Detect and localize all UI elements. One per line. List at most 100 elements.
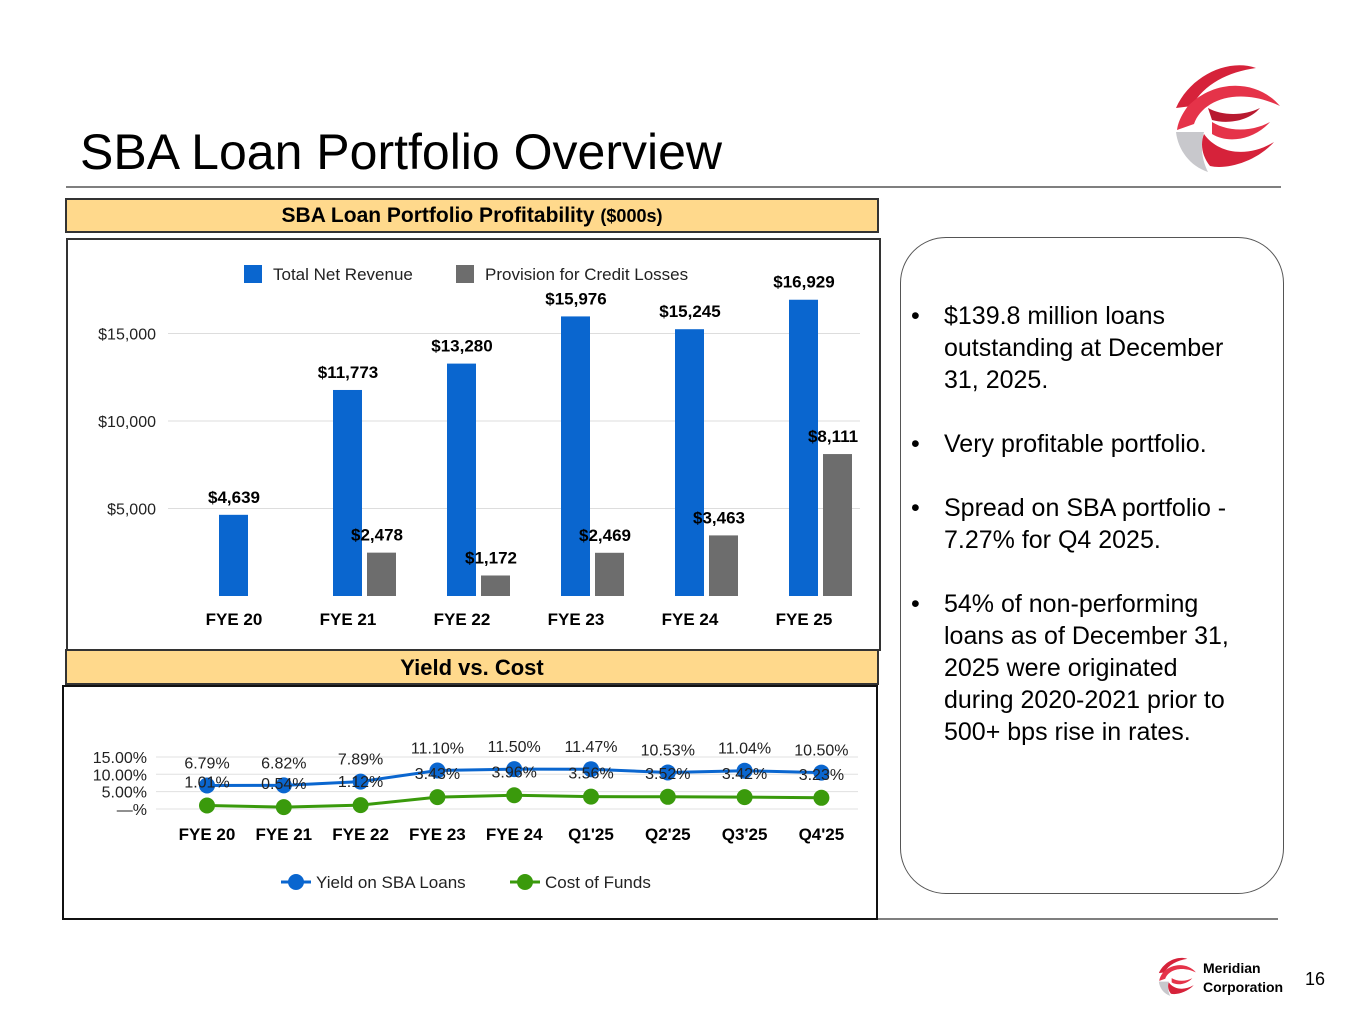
cost-data-label: 0.54% xyxy=(261,776,306,793)
legend-swatch xyxy=(244,265,262,283)
bullet-item: • Spread on SBA portfolio - 7.27% for Q4 … xyxy=(901,492,1283,556)
cost-data-label: 1.01% xyxy=(184,774,229,791)
x-tick-label: FYE 24 xyxy=(486,825,543,844)
revenue-data-label: $15,976 xyxy=(545,289,606,308)
bullet-text: Very profitable portfolio. xyxy=(944,430,1207,458)
yield-point xyxy=(429,762,446,779)
yield-point xyxy=(199,777,215,794)
revenue-data-label: $15,245 xyxy=(659,302,720,321)
key-points-panel: • $139.8 million loans outstanding at Dec… xyxy=(900,237,1284,894)
x-tick-label: FYE 24 xyxy=(662,610,719,629)
bullet-dot-icon: • xyxy=(911,302,920,330)
yield-point xyxy=(659,764,676,781)
yield-point xyxy=(275,777,292,794)
provision-data-label: $3,463 xyxy=(693,508,745,527)
cost-point xyxy=(583,788,599,805)
yield-data-label: 6.82% xyxy=(261,755,306,772)
bullet-dot-icon: • xyxy=(911,590,920,618)
cost-data-label: 1.12% xyxy=(338,774,383,791)
cost-point xyxy=(429,789,446,806)
x-tick-label: FYE 21 xyxy=(255,825,312,844)
cost-data-label: 3.52% xyxy=(645,766,690,783)
yield-cost-line-chart: —%5.00%10.00%15.00% 6.79% 6.82% 7.89% 11.10%… xyxy=(93,739,858,892)
revenue-bar xyxy=(561,316,590,596)
y-tick-label: $15,000 xyxy=(98,327,156,344)
yield-data-label: 7.89% xyxy=(338,752,383,769)
provision-data-label: $2,478 xyxy=(351,526,403,545)
yield-cost-header-title: Yield vs. Cost xyxy=(400,655,544,680)
revenue-data-label: $11,773 xyxy=(318,363,379,382)
legend-swatch xyxy=(456,265,474,283)
revenue-bar xyxy=(219,514,248,596)
legend-label: Total Net Revenue xyxy=(273,265,413,284)
page-title: SBA Loan Portfolio Overview xyxy=(80,124,722,180)
x-tick-label: Q2'25 xyxy=(645,825,691,844)
bullet-dot-icon: • xyxy=(911,494,920,522)
x-tick-label: Q3'25 xyxy=(722,825,768,844)
yield-data-label: 11.47% xyxy=(564,739,617,756)
revenue-bar xyxy=(789,299,818,596)
yield-data-label: 11.50% xyxy=(488,739,541,756)
x-tick-label: Q4'25 xyxy=(799,825,845,844)
cost-data-label: 3.96% xyxy=(492,764,537,781)
yield-cost-chart-frame: —% 5.00% 10.00% 15.00% 6.79% 6.82% 7.89% 11.10%… xyxy=(62,685,878,920)
legend-marker xyxy=(517,874,533,890)
cost-point xyxy=(199,797,215,814)
revenue-bar xyxy=(447,363,476,596)
x-tick-label: FYE 23 xyxy=(548,610,605,629)
cost-point xyxy=(275,799,292,816)
yield-point xyxy=(506,761,523,778)
provision-bar xyxy=(823,454,852,596)
yield-cost-header: Yield vs. Cost xyxy=(65,649,879,685)
cost-data-label: 3.43% xyxy=(415,766,460,783)
yield-data-label: 10.50% xyxy=(794,743,848,760)
yield-point xyxy=(352,773,369,790)
x-tick-label: FYE 22 xyxy=(434,610,491,629)
x-tick-label: FYE 25 xyxy=(776,610,833,629)
page-number: 16 xyxy=(1305,969,1326,989)
y-tick-label: —% xyxy=(117,802,147,819)
legend-label: Yield on SBA Loans xyxy=(316,873,466,892)
yield-data-label: 11.10% xyxy=(411,740,464,757)
profitability-chart-frame: $5,000 $10,000 $15,000 Total Net Revenue Pro… xyxy=(66,238,881,651)
title-divider xyxy=(66,186,1281,188)
bullet-item: • $139.8 million loans outstanding at Dec… xyxy=(901,300,1283,396)
y-tick-label: 10.00% xyxy=(93,767,147,784)
provision-bar xyxy=(595,552,624,596)
x-tick-label: FYE 23 xyxy=(409,825,466,844)
cost-point xyxy=(659,788,676,805)
provision-bar xyxy=(367,552,396,596)
panel-bottom-divider xyxy=(878,918,1278,920)
profitability-header: SBA Loan Portfolio Profitability ($000s) xyxy=(65,198,879,233)
revenue-data-label: $16,929 xyxy=(773,273,834,292)
legend-label: Provision for Credit Losses xyxy=(485,265,688,284)
profitability-bar-chart: $5,000 $10,000 $15,000 Total Net Revenue Pro… xyxy=(98,265,860,629)
profitability-header-title: SBA Loan Portfolio Profitability xyxy=(281,204,595,227)
footer-logo-icon xyxy=(1158,957,1196,996)
cost-point xyxy=(736,789,753,806)
bullet-text: $139.8 million loans outstanding at Dece… xyxy=(944,302,1224,394)
yield-data-label: 10.53% xyxy=(641,742,695,759)
yield-point xyxy=(736,762,753,779)
footer-company-name: Meridian Corporation xyxy=(1203,959,1283,997)
yield-point xyxy=(813,764,830,781)
x-tick-label: FYE 21 xyxy=(320,610,377,629)
y-tick-label: 15.00% xyxy=(93,750,147,767)
yield-data-label: 6.79% xyxy=(184,755,229,772)
revenue-bar xyxy=(333,389,362,596)
provision-data-label: $1,172 xyxy=(465,548,517,567)
revenue-data-label: $13,280 xyxy=(431,337,492,356)
yield-data-label: 11.04% xyxy=(718,741,771,758)
x-tick-label: FYE 22 xyxy=(332,825,389,844)
y-tick-label: 5.00% xyxy=(102,785,147,802)
bullet-item: • Very profitable portfolio. xyxy=(901,428,1283,460)
bullet-item: • 54% of non-performing loans as of Decem… xyxy=(901,588,1283,748)
legend-marker xyxy=(288,874,304,890)
cost-data-label: 3.23% xyxy=(799,767,844,784)
y-tick-label: $5,000 xyxy=(107,502,156,519)
x-tick-label: FYE 20 xyxy=(179,825,236,844)
provision-data-label: $2,469 xyxy=(579,526,631,545)
cost-point xyxy=(352,797,369,814)
yield-point xyxy=(583,761,599,778)
provision-data-label: $8,111 xyxy=(808,427,858,446)
